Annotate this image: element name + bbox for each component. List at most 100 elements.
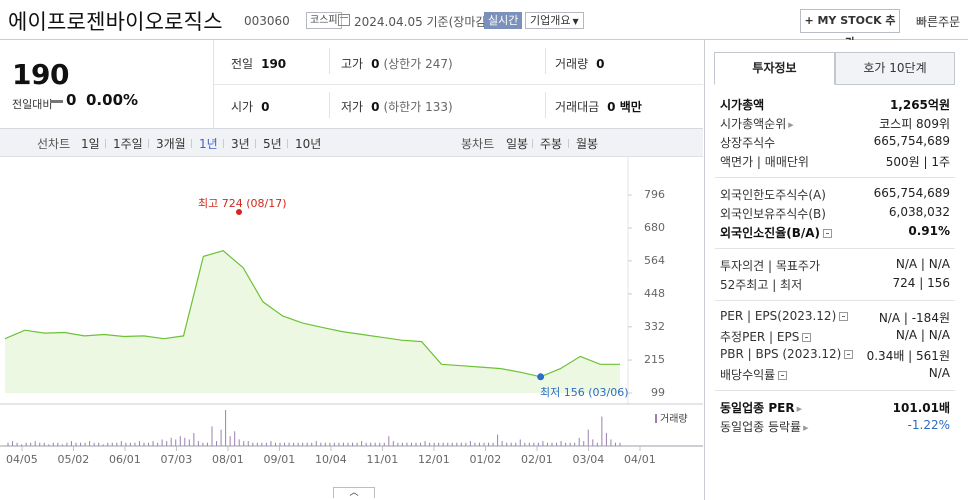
y-tick-label: 564 (644, 253, 665, 267)
week52-label: 52주최고 | 최저 (720, 278, 803, 292)
help-icon[interactable] (839, 312, 849, 321)
period-1y[interactable]: 1년 (199, 137, 218, 151)
low-annotation: 최저 156 (03/06) (540, 386, 629, 399)
market-cap-rank-value: 코스피 809위 (879, 117, 950, 131)
low-label: 저가 (341, 100, 364, 114)
help-icon[interactable] (823, 229, 833, 238)
quick-order-link[interactable]: 빠른주문 (916, 15, 961, 29)
realtime-button[interactable]: 실시간 (484, 12, 523, 29)
low-value: 0 (371, 100, 380, 114)
change-percent: 0.00% (86, 91, 139, 109)
period-5y[interactable]: 5년 (263, 137, 282, 151)
period-3m[interactable]: 3개월 (156, 137, 186, 151)
high-label: 고가 (341, 57, 364, 71)
y-tick-label: 332 (644, 319, 665, 333)
help-icon[interactable] (802, 333, 812, 342)
x-tick-label: 08/01 (212, 453, 244, 466)
par-label: 액면가 | 매매단위 (720, 155, 809, 169)
high-stat: 고가 0 (상한가 247) (341, 55, 453, 72)
market-cap-rank-row[interactable]: 시가총액순위 ▶ 코스피 809위 (720, 115, 950, 133)
candle-monthly[interactable]: 월봉 (576, 137, 599, 151)
volume-stat: 거래량 0 (555, 55, 604, 72)
tab-orderbook[interactable]: 호가 10단계 (835, 52, 955, 85)
period-1w[interactable]: 1주일 (113, 137, 143, 151)
divider (545, 48, 546, 74)
divider (214, 84, 703, 85)
y-tick-label: 215 (644, 353, 665, 367)
listed-shares-label: 상장주식수 (720, 136, 776, 150)
change-label: 전일대비 (12, 98, 53, 111)
divider (329, 48, 330, 74)
industry-per-row[interactable]: 동일업종 PER ▶ 101.01배 (720, 399, 950, 417)
prev-close-value: 190 (261, 57, 287, 71)
divider (213, 40, 214, 129)
divider (715, 177, 955, 178)
candle-weekly[interactable]: 주봉 (540, 137, 563, 151)
per-value: N/A | -184원 (878, 311, 950, 325)
open-value: 0 (261, 100, 270, 114)
price-chart-svg (0, 157, 703, 451)
per-row: PER | EPS(2023.12) N/A | -184원 (720, 309, 950, 327)
open-label: 시가 (231, 100, 254, 114)
lower-limit: (하한가 133) (383, 100, 453, 114)
company-name[interactable]: 에이프로젠바이오로직스 (8, 10, 223, 34)
foreign-hold-row: 외국인보유주식수(B) 6,038,032 (720, 205, 950, 223)
candle-daily[interactable]: 일봉 (506, 137, 529, 151)
tab-invest-info[interactable]: 투자정보 (714, 52, 835, 85)
help-icon[interactable] (844, 350, 854, 359)
separator (255, 139, 256, 148)
x-tick-label: 04/01 (624, 453, 656, 466)
x-tick-label: 10/04 (315, 453, 347, 466)
volume-value: 0 (596, 57, 605, 71)
add-my-stock-button[interactable]: + MY STOCK 추가 (800, 9, 900, 49)
period-3y[interactable]: 3년 (231, 137, 250, 151)
arrow-right-icon: ▶ (803, 424, 809, 432)
est-per-value: N/A | N/A (895, 328, 950, 342)
volume-label: 거래량 (555, 57, 589, 71)
opinion-label: 투자의견 | 목표주가 (720, 259, 820, 273)
divider (329, 92, 330, 118)
calendar-icon (338, 14, 350, 26)
price-area-fill (5, 250, 620, 393)
price-chart[interactable]: 796 680 564 448 332 215 99 04/05 05/02 06/01 07/0… (0, 157, 703, 500)
prev-close-label: 전일 (231, 57, 254, 71)
week52-row: 52주최고 | 최저 724 | 156 (720, 276, 950, 294)
x-tick-label: 09/01 (263, 453, 296, 466)
separator (148, 139, 149, 148)
industry-per-label: 동일업종 PER (720, 401, 795, 415)
industry-per-value: 101.01배 (892, 401, 950, 415)
separator (223, 139, 224, 148)
pbr-label: PBR | BPS (2023.12) (720, 347, 842, 361)
industry-change-row[interactable]: 동일업종 등락률 ▶ -1.22% (720, 418, 950, 436)
dividend-value: N/A (928, 366, 950, 380)
amount-stat: 거래대금 0 백만 (555, 98, 642, 115)
dividend-row: 배당수익률 N/A (720, 366, 950, 384)
amount-value: 0 백만 (607, 100, 642, 114)
flat-change-icon (50, 100, 63, 103)
x-tick-label: 05/02 (57, 453, 90, 466)
caret-down-icon: ▼ (572, 17, 579, 26)
x-tick-label: 01/02 (469, 453, 502, 466)
high-annotation: 최고 724 (08/17) (198, 197, 287, 210)
company-overview-dropdown[interactable]: 기업개요 ▼ (525, 12, 584, 29)
foreign-ratio-value: 0.91% (908, 224, 950, 238)
x-tick-label: 12/01 (418, 453, 450, 466)
date-text: 2024.04.05 기준(장마감) (354, 15, 492, 29)
period-1d[interactable]: 1일 (81, 137, 100, 151)
market-cap-rank-label: 시가총액순위 (720, 117, 787, 131)
separator (568, 139, 569, 148)
open-stat: 시가 0 (231, 98, 269, 115)
x-tick-label: 02/01 (521, 453, 553, 466)
chevron-up-icon: ︿ (349, 488, 359, 498)
separator (532, 139, 533, 148)
invest-info-panel: 투자정보 호가 10단계 시가총액 1,265억원 시가총액순위 ▶ 코스피 809위… (704, 40, 968, 500)
industry-change-label: 동일업종 등락률 (720, 420, 802, 434)
prev-close-stat: 전일 190 (231, 55, 286, 72)
pbr-row: PBR | BPS (2023.12) 0.34배 | 561원 (720, 347, 950, 365)
foreign-limit-label: 외국인한도주식수(A) (720, 188, 826, 202)
market-cap-value: 1,265억원 (889, 98, 950, 112)
help-icon[interactable] (778, 371, 788, 380)
pbr-value: 0.34배 | 561원 (866, 349, 950, 363)
expand-chart-toggle[interactable]: ︿ (333, 487, 375, 498)
period-10y[interactable]: 10년 (295, 137, 322, 151)
